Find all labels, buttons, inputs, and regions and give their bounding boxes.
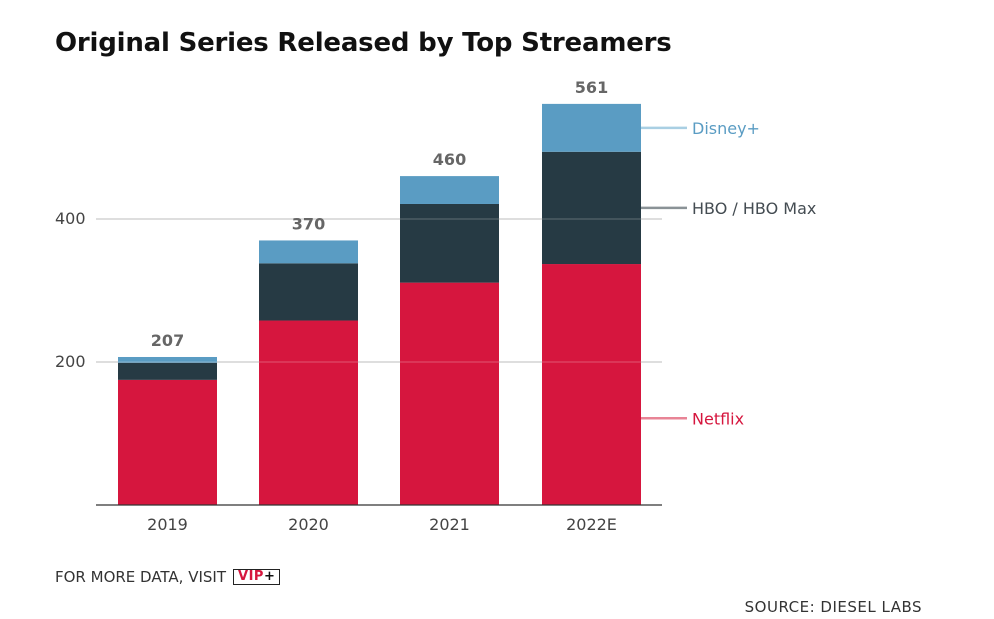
total-labels: 207 370 460 561	[151, 78, 608, 350]
y-tick-label: 200	[55, 352, 86, 371]
legend-label-netflix: Netflix	[692, 409, 744, 428]
bar-disney-2019[interactable]	[118, 356, 217, 363]
total-label-2021: 460	[433, 150, 466, 169]
bar-netflix-2020[interactable]	[259, 320, 358, 505]
bar-netflix-2022E[interactable]	[542, 264, 641, 505]
x-tick-label-2020: 2020	[288, 515, 329, 534]
vip-plus-logo[interactable]: VIP+	[233, 569, 281, 585]
x-tick-label-2022E: 2022E	[566, 515, 617, 534]
source-note: SOURCE: DIESEL LABS	[744, 598, 922, 616]
plus-logo-glyph: +	[263, 569, 276, 584]
bar-netflix-2021[interactable]	[400, 282, 499, 505]
bar-disney-2022E[interactable]	[542, 103, 641, 152]
bar-hbo-2021[interactable]	[400, 203, 499, 283]
more-data-text: FOR MORE DATA, VISIT	[55, 568, 227, 586]
legend: Netflix HBO / HBO Max Disney+	[641, 119, 816, 428]
bar-hbo-2020[interactable]	[259, 263, 358, 321]
y-tick-label: 400	[55, 209, 86, 228]
gridlines-overlay	[96, 218, 662, 363]
bar-group	[118, 103, 641, 505]
legend-label-disney: Disney+	[692, 119, 760, 138]
legend-label-hbo: HBO / HBO Max	[692, 199, 816, 218]
x-axis: 2019 2020 2021 2022E	[96, 504, 662, 534]
bar-hbo-2019[interactable]	[118, 362, 217, 380]
bar-hbo-2022E[interactable]	[542, 151, 641, 265]
chart-title: Original Series Released by Top Streamer…	[55, 28, 672, 58]
bar-netflix-2019[interactable]	[118, 379, 217, 505]
total-label-2020: 370	[292, 214, 325, 233]
bar-disney-2021[interactable]	[400, 176, 499, 204]
footer-more-data: FOR MORE DATA, VISIT VIP+	[55, 568, 281, 586]
total-label-2022E: 561	[575, 78, 608, 97]
vip-logo-text: VIP	[238, 569, 264, 584]
x-tick-label-2019: 2019	[147, 515, 188, 534]
x-tick-label-2021: 2021	[429, 515, 470, 534]
total-label-2019: 207	[151, 331, 184, 350]
bar-disney-2020[interactable]	[259, 240, 358, 264]
